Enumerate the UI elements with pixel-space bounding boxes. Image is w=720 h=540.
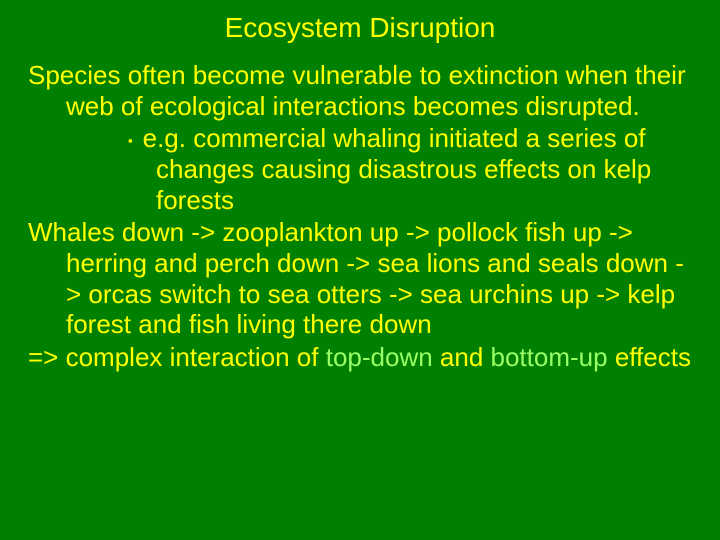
conclusion-text-b: and — [433, 342, 491, 372]
slide-body: Species often become vulnerable to extin… — [28, 60, 692, 373]
bullet-square-icon: ▪ — [128, 133, 143, 148]
bullet-item-1: ▪e.g. commercial whaling initiated a ser… — [28, 123, 692, 215]
highlight-bottom-up: bottom-up — [491, 342, 608, 372]
bullet-text: e.g. commercial whaling initiated a seri… — [143, 123, 652, 214]
conclusion-text-a: => complex interaction of — [28, 342, 326, 372]
conclusion-text-c: effects — [608, 342, 691, 372]
paragraph-intro: Species often become vulnerable to extin… — [28, 60, 692, 121]
paragraph-conclusion: => complex interaction of top-down and b… — [28, 342, 692, 373]
paragraph-chain: Whales down -> zooplankton up -> pollock… — [28, 217, 692, 340]
slide-title: Ecosystem Disruption — [108, 12, 612, 44]
highlight-top-down: top-down — [326, 342, 433, 372]
